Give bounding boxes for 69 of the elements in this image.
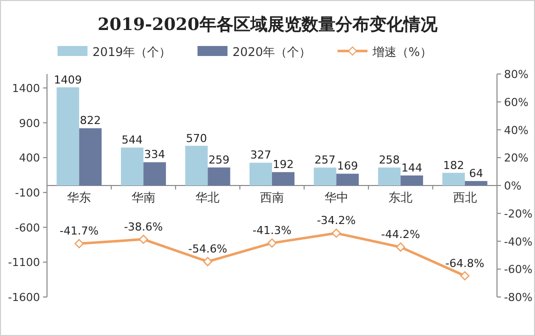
bar [314,168,336,186]
data-label: 259 [208,153,230,166]
y2-tick-label: -20% [504,207,532,220]
y2-tick-label: -40% [504,235,532,248]
x-tick-label: 华北 [196,190,220,204]
y-tick-label: 400 [19,152,40,165]
data-label: -38.6% [124,220,163,234]
point [396,242,406,252]
bar [464,181,488,186]
x-tick-label: 华东 [67,190,92,204]
legend-label: 2020年（个） [232,45,312,59]
bar [378,168,401,186]
data-label: 169 [337,160,358,173]
y-tick-label: -600 [15,221,40,234]
bar [250,162,272,186]
y2-tick-label: 80% [504,68,528,81]
data-label: 192 [272,158,294,172]
y-tick-label: -100 [15,186,40,200]
bar [208,167,230,186]
point [138,234,148,244]
bar [56,87,80,186]
y-tick-label: 900 [19,116,40,130]
data-label: 334 [144,148,166,162]
bar [400,175,424,186]
y-tick-label: 1400 [12,82,40,95]
x-tick-label: 东北 [388,190,413,204]
data-label: -64.8% [445,256,484,270]
bar [143,162,166,186]
point [332,228,341,238]
legend-label: 2019年（个） [92,45,172,59]
data-label: 544 [122,134,143,147]
data-label: -41.7% [60,224,99,238]
bar [79,128,102,186]
y-tick-label: -1100 [8,256,40,270]
data-label: -34.2% [316,214,356,228]
x-tick-label: 西北 [452,190,477,204]
x-tick-label: 华中 [324,190,348,204]
y2-tick-label: 40% [504,124,528,137]
y2-tick-label: -80% [504,291,532,304]
x-tick-label: 华南 [131,190,156,204]
legend-label: 增速（%） [372,45,432,59]
data-label: 327 [250,148,272,162]
data-label: 1409 [54,73,82,86]
data-label: -54.6% [188,242,228,256]
point [460,271,470,280]
point [74,239,84,248]
bar [336,174,359,186]
y2-tick-label: -60% [504,263,532,276]
y2-tick-label: 60% [504,96,528,109]
y-tick-label: -1600 [8,291,40,304]
data-label: -41.3% [252,224,292,238]
data-label: 182 [443,158,464,172]
data-label: 258 [378,154,400,167]
data-label: 64 [469,167,484,180]
data-label: 570 [186,132,207,145]
x-tick-label: 西南 [260,190,284,204]
bar [185,146,208,186]
bar [120,148,144,186]
chart-title: 2019-2020年各区域展览数量分布变化情况 [98,15,438,35]
bar [272,172,294,186]
y2-tick-label: 0% [504,180,522,192]
point [203,257,212,266]
point [267,238,277,248]
data-label: 144 [401,161,422,174]
data-label: -44.2% [381,228,420,242]
bar [442,172,465,186]
y2-tick-label: 20% [504,152,528,165]
data-label: 822 [80,114,101,128]
data-label: 257 [314,154,336,167]
